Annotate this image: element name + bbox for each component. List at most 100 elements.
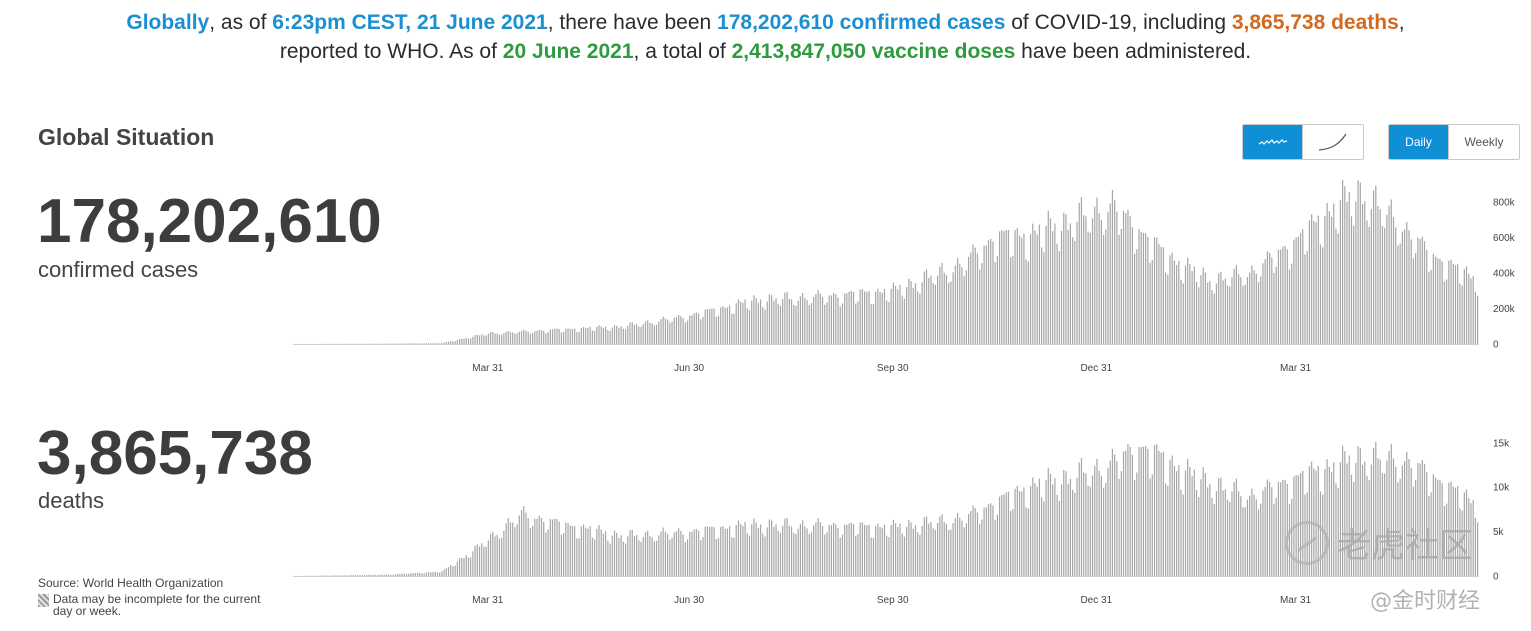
bar [379,574,381,576]
bar [1102,235,1105,344]
bar [520,330,523,344]
bar [507,330,509,344]
bar [1156,237,1158,344]
bar [1353,482,1355,576]
bar [600,529,602,576]
bar [432,343,434,344]
bar [551,519,554,576]
bar [1282,246,1284,344]
bar [832,292,835,344]
bar [403,573,405,576]
bar [1423,241,1426,344]
bar [1421,236,1423,344]
bar [1364,201,1366,344]
bar [1452,486,1454,576]
bar [1328,211,1330,344]
bar [1401,465,1403,576]
bar [456,561,458,576]
bar [549,518,551,576]
headline-vaccine-date: 20 June 2021 [502,40,634,63]
bar [1078,462,1080,576]
bar [651,537,653,576]
bar [481,543,483,576]
bar [1275,498,1277,576]
bar [983,245,985,344]
bar [733,313,735,344]
bar [1076,222,1078,344]
bar [1326,459,1328,576]
headline-text: , a total of [633,40,732,63]
bar [1023,487,1025,576]
bar [979,523,981,576]
bar [941,262,943,344]
bar [689,315,691,344]
bar [757,527,759,576]
bar [1390,199,1392,344]
bar [1470,278,1472,344]
bar [1286,249,1288,344]
bar [759,524,762,576]
bar [458,338,461,344]
bar [934,284,937,344]
daily-button[interactable]: Daily [1389,125,1449,159]
bar [346,575,348,576]
bar [1001,230,1003,344]
bar [1260,503,1262,576]
bar [569,525,571,576]
bar [538,329,540,344]
bar [1184,470,1187,576]
bar [631,529,633,576]
bar [1158,450,1160,576]
bar [543,330,545,344]
bar [352,575,354,576]
bar [1271,487,1273,576]
bar [1063,469,1065,576]
bar [1282,479,1284,576]
bar [1366,220,1368,344]
bar [1195,489,1198,576]
bar [1058,251,1060,344]
bar [563,331,565,344]
bar [1474,517,1477,576]
bar [912,287,914,344]
bar [534,331,536,344]
bar [726,528,728,576]
bar [505,523,507,576]
bar [963,527,965,576]
linear-scale-button[interactable] [1243,125,1303,159]
bar [439,572,441,576]
bar [835,294,837,344]
bar [855,303,857,344]
bar [1085,216,1087,344]
bar [1096,197,1098,344]
bar [547,529,549,576]
bar [489,533,492,576]
bar [744,522,746,576]
bar [596,326,598,344]
headline-text: of COVID-19, including [1005,11,1232,34]
log-scale-button[interactable] [1303,125,1363,159]
bar [423,343,425,344]
bar [649,536,651,576]
watermark: 老虎社区 [1285,518,1473,567]
bar [408,343,410,345]
bar [463,338,465,344]
bar [1317,465,1319,576]
y-tick-label: 400k [1493,268,1516,279]
bar [556,328,558,344]
bar [439,343,441,344]
bar [919,293,921,344]
bar [886,535,888,576]
bar [914,525,917,576]
bar [567,523,569,576]
bar [906,526,908,576]
bar [1264,487,1266,576]
bar [987,504,990,576]
bar [722,306,724,344]
bar [653,541,655,576]
bar [1120,471,1122,576]
bar [1052,231,1054,344]
bar [678,314,680,344]
weekly-button[interactable]: Weekly [1449,125,1519,159]
line-chart-jagged-icon [1258,139,1287,145]
